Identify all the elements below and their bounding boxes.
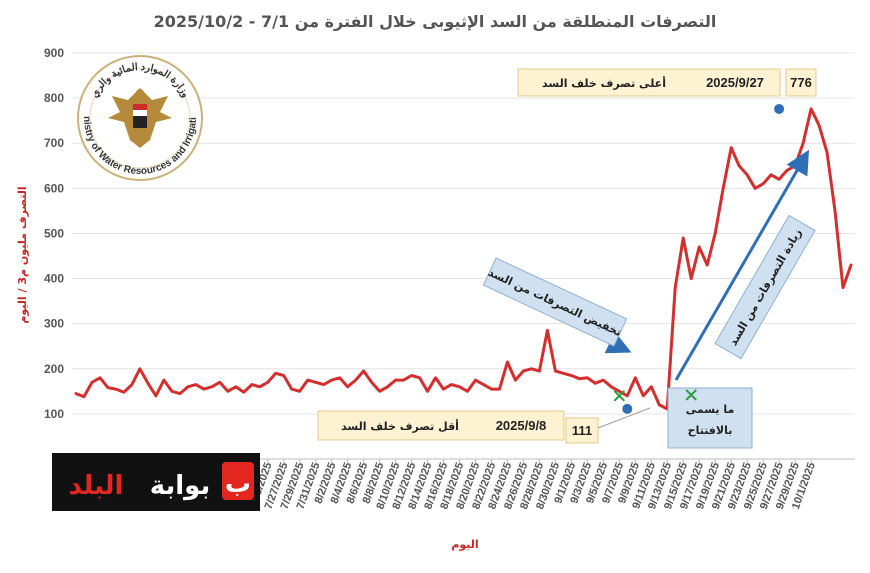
brand-name-red: البلد bbox=[69, 471, 124, 501]
min-date: 2025/9/8 bbox=[496, 418, 547, 433]
max-date: 2025/9/27 bbox=[706, 75, 764, 90]
y-tick-label: 300 bbox=[44, 317, 64, 331]
increase-label: زيادة التصرفات من السد bbox=[727, 226, 805, 348]
brand-name-white: بوابة bbox=[150, 471, 211, 501]
chart-title: التصرفات المنطلقة من السد الإثيوبى خلال … bbox=[154, 12, 717, 31]
y-tick-label: 200 bbox=[44, 362, 64, 376]
chart-grid bbox=[72, 52, 855, 460]
highlight-markers bbox=[613, 102, 786, 415]
max-point-marker bbox=[773, 102, 786, 115]
series-line bbox=[74, 107, 853, 411]
y-tick-label: 500 bbox=[44, 226, 64, 240]
y-tick-label: 100 bbox=[44, 407, 64, 421]
min-annotation: أقل تصرف خلف السد 2025/9/8 111 bbox=[317, 407, 651, 444]
decrease-label: تخفيض التصرفات من السد bbox=[486, 266, 623, 339]
min-point-marker bbox=[621, 402, 634, 415]
y-tick-label: 700 bbox=[44, 136, 64, 150]
y-tick-label: 400 bbox=[44, 272, 64, 286]
opening-line1: ما يسمى bbox=[686, 403, 735, 416]
max-annotation: أعلى تصرف خلف السد 2025/9/27 776 bbox=[517, 68, 817, 97]
cross-marker bbox=[685, 389, 697, 401]
x-axis-label: اليوم bbox=[451, 538, 478, 551]
y-tick-labels: 100 200 300 400 500 600 700 800 900 bbox=[44, 46, 64, 421]
eagle-emblem-icon bbox=[108, 88, 172, 148]
opening-callout: ما يسمى بالافتتاح bbox=[667, 387, 753, 449]
y-axis-label: التصرف مليون م3 / اليوم bbox=[16, 186, 29, 323]
cross-marker bbox=[613, 390, 626, 402]
min-value: 111 bbox=[572, 423, 592, 438]
decrease-arrow: تخفيض التصرفات من السد bbox=[482, 257, 632, 354]
brand-badge: ب bbox=[225, 469, 251, 499]
brand-logo: البلد بوابة ب bbox=[52, 453, 260, 511]
max-value: 776 bbox=[790, 75, 812, 90]
min-label: أقل تصرف خلف السد bbox=[341, 419, 459, 433]
max-label: أعلى تصرف خلف السد bbox=[542, 76, 666, 90]
y-tick-label: 800 bbox=[44, 91, 64, 105]
opening-line2: بالافتتاح bbox=[688, 424, 733, 437]
y-tick-label: 900 bbox=[44, 46, 64, 60]
y-tick-label: 600 bbox=[44, 181, 64, 195]
